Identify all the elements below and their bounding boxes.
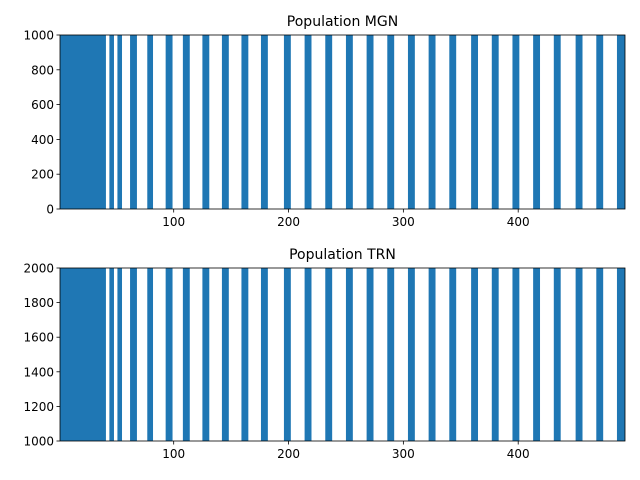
trn-spike-burst <box>325 268 333 441</box>
trn-spike-burst <box>553 268 561 441</box>
mgn-axes-frame <box>59 34 626 210</box>
trn-dense-spike-block <box>60 268 106 441</box>
mgn-plot-area <box>60 35 625 209</box>
trn-spike-burst <box>512 268 520 441</box>
trn-spike-burst <box>407 268 415 441</box>
mgn-spike-burst <box>345 35 353 209</box>
mgn-y-tick-label: 1000 <box>23 29 54 43</box>
trn-plot-area <box>60 268 625 441</box>
mgn-raster-panel: 100 200 300 400 0 200 400 600 800 1000 Population … <box>23 14 626 229</box>
mgn-spike-burst <box>109 35 114 209</box>
mgn-spike-burst <box>241 35 249 209</box>
trn-x-tick-label: 300 <box>392 447 415 461</box>
trn-y-tick-label: 1400 <box>23 365 54 379</box>
trn-spike-burst <box>345 268 353 441</box>
trn-spike-burst <box>182 268 190 441</box>
mgn-spike-burst <box>147 35 154 209</box>
mgn-spike-burst <box>533 35 541 209</box>
trn-spike-burst <box>491 268 499 441</box>
mgn-spike-burst <box>553 35 561 209</box>
trn-spike-burst <box>260 268 268 441</box>
trn-spike-burst <box>221 268 229 441</box>
trn-spike-burst <box>533 268 541 441</box>
trn-spike-burst <box>202 268 210 441</box>
mgn-spike-burst <box>165 35 173 209</box>
trn-x-tick-label: 200 <box>277 447 300 461</box>
trn-spike-burst <box>147 268 154 441</box>
trn-spike-burst <box>616 268 625 441</box>
trn-x-tick-label: 100 <box>162 447 185 461</box>
trn-spike-burst <box>471 268 479 441</box>
trn-spike-burst <box>117 268 123 441</box>
mgn-spike-burst <box>387 35 395 209</box>
trn-spike-burst <box>165 268 173 441</box>
trn-axes-frame <box>59 267 626 442</box>
mgn-spike-burst <box>491 35 499 209</box>
mgn-spike-burst <box>283 35 291 209</box>
mgn-dense-spike-block <box>60 35 106 209</box>
trn-y-tick-label: 1600 <box>23 331 54 345</box>
trn-y-tick-label: 2000 <box>23 262 54 276</box>
mgn-chart-title: Population MGN <box>287 14 398 30</box>
mgn-spike-burst <box>221 35 229 209</box>
mgn-y-tick-label: 400 <box>31 133 54 147</box>
trn-y-tick-label: 1000 <box>23 435 54 449</box>
mgn-spike-burst <box>366 35 374 209</box>
trn-spike-burst <box>366 268 374 441</box>
mgn-spike-burst <box>428 35 436 209</box>
mgn-spike-burst <box>325 35 333 209</box>
mgn-spike-burst <box>449 35 457 209</box>
mgn-spike-burst <box>117 35 123 209</box>
trn-spike-burst <box>596 268 604 441</box>
trn-x-tick-label: 400 <box>507 447 530 461</box>
trn-raster-panel: 100 200 300 400 1000 1200 1400 1600 1800 2000 Popu… <box>23 247 626 461</box>
trn-spike-burst <box>449 268 457 441</box>
trn-spike-burst <box>575 268 583 441</box>
mgn-x-tick-label: 400 <box>507 215 530 229</box>
trn-spike-burst <box>304 268 312 441</box>
mgn-spike-burst <box>575 35 583 209</box>
mgn-spike-burst <box>304 35 312 209</box>
mgn-spike-burst <box>596 35 604 209</box>
mgn-spike-burst <box>616 35 625 209</box>
mgn-spike-burst <box>202 35 210 209</box>
mgn-x-tick-label: 100 <box>162 215 185 229</box>
mgn-spike-burst <box>182 35 190 209</box>
trn-y-tick-label: 1800 <box>23 296 54 310</box>
mgn-y-tick-label: 0 <box>46 203 54 217</box>
trn-spike-burst <box>387 268 395 441</box>
trn-spike-burst <box>241 268 249 441</box>
mgn-y-tick-label: 800 <box>31 63 54 77</box>
mgn-x-tick-label: 200 <box>277 215 300 229</box>
mgn-spike-burst <box>260 35 268 209</box>
mgn-spike-burst <box>130 35 137 209</box>
trn-y-tick-label: 1200 <box>23 400 54 414</box>
mgn-y-tick-label: 600 <box>31 98 54 112</box>
trn-chart-title: Population TRN <box>289 247 396 263</box>
trn-spike-burst <box>130 268 137 441</box>
mgn-spike-burst <box>471 35 479 209</box>
mgn-spike-burst <box>407 35 415 209</box>
mgn-y-tick-label: 200 <box>31 168 54 182</box>
trn-spike-burst <box>283 268 291 441</box>
mgn-spike-burst <box>512 35 520 209</box>
mgn-x-tick-label: 300 <box>392 215 415 229</box>
trn-spike-burst <box>109 268 114 441</box>
trn-spike-burst <box>428 268 436 441</box>
